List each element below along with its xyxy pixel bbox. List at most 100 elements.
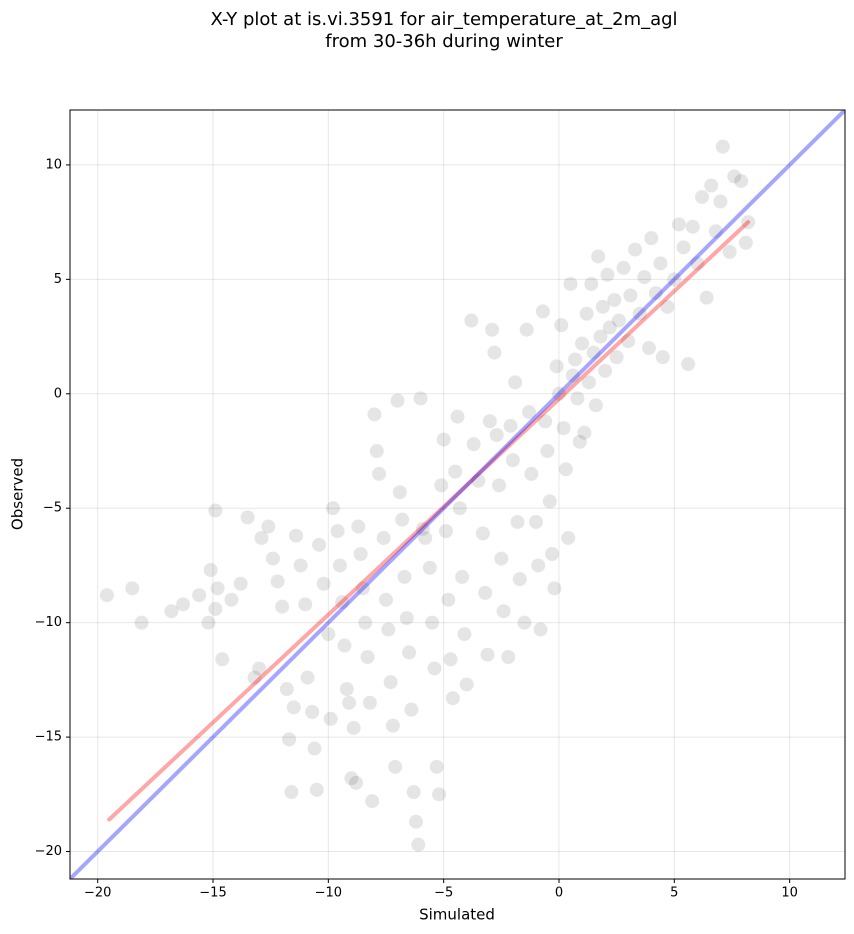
point — [528, 514, 543, 529]
point — [572, 434, 587, 449]
point — [584, 276, 599, 291]
point — [265, 551, 280, 566]
point — [261, 519, 276, 534]
x-tick-label: 10 — [781, 886, 798, 901]
y-tick-label: 10 — [45, 157, 62, 172]
point — [459, 677, 474, 692]
point — [358, 615, 373, 630]
point — [346, 720, 361, 735]
point — [395, 512, 410, 527]
point — [554, 318, 569, 333]
point — [538, 414, 553, 429]
point — [349, 775, 364, 790]
point — [254, 530, 269, 545]
point — [332, 558, 347, 573]
point — [344, 771, 359, 786]
point — [372, 466, 387, 481]
point — [312, 537, 327, 552]
point — [545, 547, 560, 562]
point — [482, 414, 497, 429]
point — [644, 231, 659, 246]
point — [713, 194, 728, 209]
point — [402, 645, 417, 660]
point — [563, 276, 578, 291]
point — [355, 581, 370, 596]
point — [549, 359, 564, 374]
point — [307, 741, 322, 756]
point — [681, 357, 696, 372]
point — [448, 464, 463, 479]
point — [466, 437, 481, 452]
point — [201, 615, 216, 630]
point — [408, 814, 423, 829]
point — [399, 611, 414, 626]
y-axis-label: Observed — [9, 458, 27, 530]
point — [699, 290, 714, 305]
point — [450, 409, 465, 424]
y-tick-label: −5 — [43, 501, 62, 516]
point — [685, 219, 700, 234]
point — [653, 256, 668, 271]
x-tick-label: −20 — [84, 886, 111, 901]
point — [323, 711, 338, 726]
x-tick-label: 5 — [670, 886, 678, 901]
point — [561, 530, 576, 545]
point — [598, 363, 613, 378]
point — [471, 473, 486, 488]
point — [540, 444, 555, 459]
point — [427, 661, 442, 676]
point — [475, 526, 490, 541]
point — [406, 785, 421, 800]
y-tick-label: −20 — [35, 844, 62, 859]
point — [512, 572, 527, 587]
point — [457, 627, 472, 642]
point — [676, 240, 691, 255]
point — [192, 588, 207, 603]
point — [708, 224, 723, 239]
point — [415, 521, 430, 536]
plot-frame — [69, 109, 846, 880]
point — [524, 466, 539, 481]
point — [247, 670, 262, 685]
point — [611, 313, 626, 328]
point — [279, 682, 294, 697]
point — [367, 407, 382, 422]
point — [425, 615, 440, 630]
point — [208, 601, 223, 616]
point — [519, 322, 534, 337]
point — [203, 563, 218, 578]
point — [551, 386, 566, 401]
point — [694, 189, 709, 204]
point — [438, 524, 453, 539]
y-tick-label: 0 — [54, 386, 62, 401]
point — [575, 336, 590, 351]
point — [558, 462, 573, 477]
point — [388, 759, 403, 774]
point — [464, 313, 479, 328]
point — [501, 649, 516, 664]
point — [588, 398, 603, 413]
point — [738, 235, 753, 250]
point — [330, 524, 345, 539]
point — [727, 169, 742, 184]
point — [125, 581, 140, 596]
point — [570, 391, 585, 406]
point — [282, 732, 297, 747]
point — [591, 249, 606, 264]
point — [510, 514, 525, 529]
grid — [70, 110, 845, 879]
point — [233, 576, 248, 591]
point — [455, 569, 470, 584]
point — [565, 368, 580, 383]
chart-title: from 30-36h during winter — [325, 31, 563, 52]
point — [385, 718, 400, 733]
line — [70, 110, 845, 879]
point — [339, 682, 354, 697]
point — [436, 432, 451, 447]
point — [632, 306, 647, 321]
point — [252, 661, 267, 676]
point — [586, 345, 601, 360]
point — [522, 405, 537, 420]
point — [452, 501, 467, 516]
point — [547, 581, 562, 596]
